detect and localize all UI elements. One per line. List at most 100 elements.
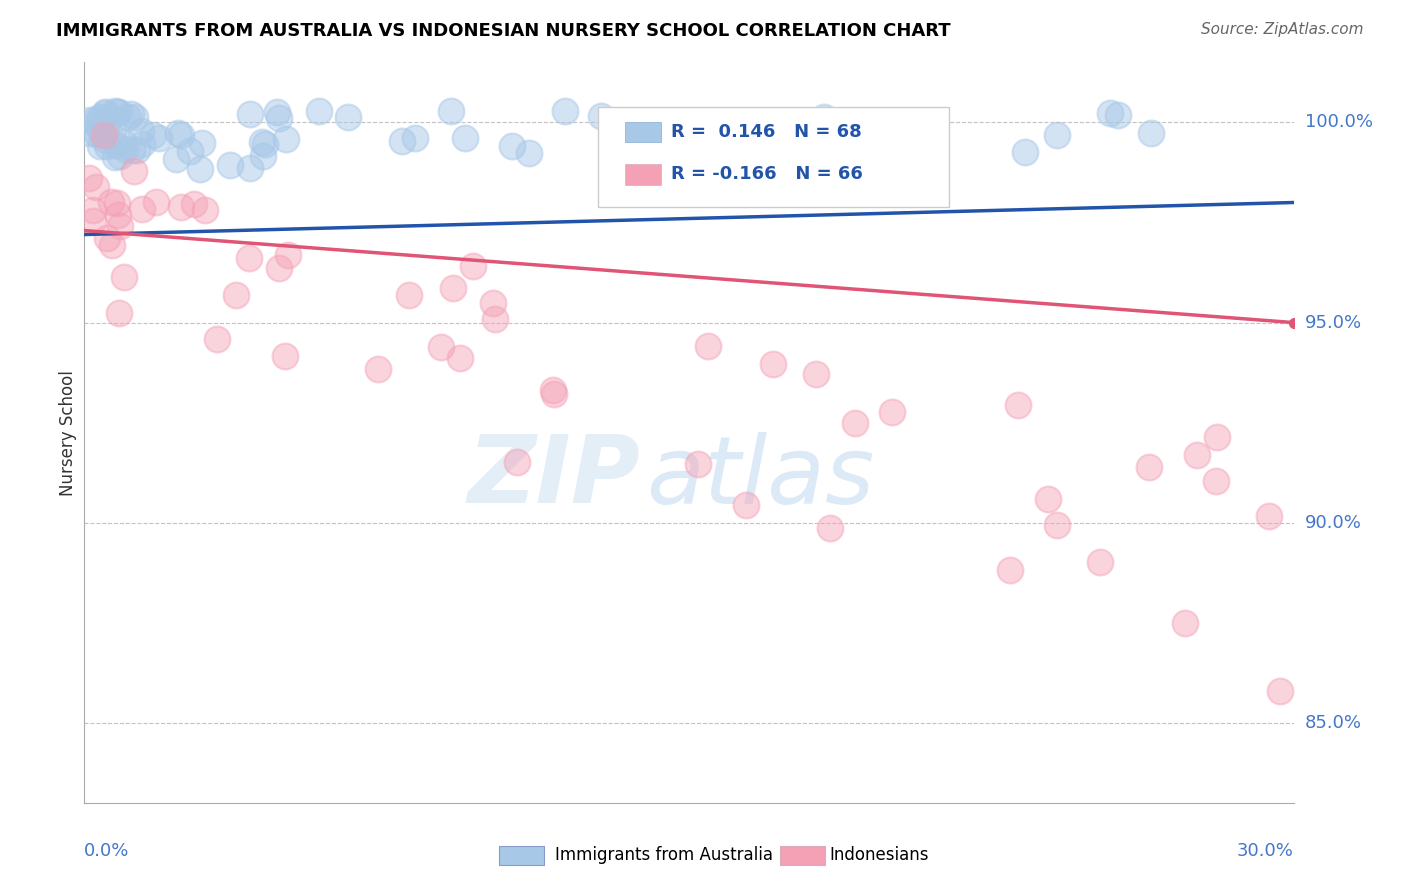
Point (430, 340, 453, 354)
Text: atlas: atlas (647, 432, 875, 523)
Point (131, 136, 153, 151)
Point (501, 139, 523, 153)
Point (111, 135, 134, 149)
Point (253, 137, 276, 152)
Point (820, 521, 842, 535)
Point (94, 124, 117, 138)
Point (104, 150, 127, 164)
Point (205, 332, 228, 346)
Point (194, 202, 217, 217)
Point (266, 105, 288, 120)
Point (1090, 555, 1112, 569)
Text: 90.0%: 90.0% (1305, 514, 1361, 532)
Point (1268, 684, 1291, 698)
Point (1185, 448, 1208, 462)
Point (998, 563, 1021, 577)
Point (129, 124, 152, 138)
Text: Source: ZipAtlas.com: Source: ZipAtlas.com (1201, 22, 1364, 37)
Point (696, 338, 718, 352)
Point (100, 195, 122, 210)
Bar (624, 121, 661, 143)
Point (93, 132, 115, 146)
Text: Immigrants from Australia: Immigrants from Australia (555, 846, 773, 863)
Point (179, 145, 201, 159)
Point (93, 128, 115, 142)
Point (735, 498, 758, 512)
Point (274, 349, 297, 363)
FancyBboxPatch shape (599, 107, 949, 207)
Point (1007, 399, 1029, 413)
Point (105, 196, 128, 211)
Text: 95.0%: 95.0% (1305, 314, 1362, 332)
Point (688, 457, 710, 471)
Point (108, 219, 131, 233)
Text: IMMIGRANTS FROM AUSTRALIA VS INDONESIAN NURSERY SCHOOL CORRELATION CHART: IMMIGRANTS FROM AUSTRALIA VS INDONESIAN … (56, 22, 950, 40)
Point (277, 248, 299, 262)
Point (105, 137, 128, 152)
Text: Indonesians: Indonesians (830, 846, 929, 863)
Point (645, 128, 668, 142)
Point (482, 296, 505, 310)
Text: 85.0%: 85.0% (1305, 714, 1361, 731)
Point (404, 131, 426, 145)
Point (122, 164, 145, 178)
Point (239, 161, 262, 175)
Point (806, 367, 828, 381)
Point (308, 103, 330, 118)
Point (269, 112, 291, 126)
Point (191, 136, 214, 151)
Point (541, 383, 564, 397)
Point (84, 113, 107, 128)
Point (449, 351, 471, 366)
Point (183, 197, 205, 211)
Point (167, 126, 190, 140)
Point (1205, 475, 1227, 489)
Point (391, 134, 413, 148)
Point (170, 200, 193, 214)
Point (89, 138, 111, 153)
Point (453, 130, 475, 145)
Text: R =  0.146   N = 68: R = 0.146 N = 68 (671, 123, 862, 141)
Point (1107, 108, 1129, 122)
Point (1046, 517, 1069, 532)
Point (79, 126, 101, 140)
Point (94, 106, 117, 120)
Point (105, 105, 128, 120)
Point (1099, 105, 1122, 120)
Point (121, 143, 143, 157)
Point (89, 111, 111, 125)
Point (252, 149, 274, 163)
Point (671, 140, 693, 154)
Point (107, 306, 129, 320)
Point (145, 195, 167, 210)
Point (1046, 128, 1069, 142)
Point (101, 123, 124, 137)
Point (86, 117, 108, 131)
Point (225, 287, 247, 301)
Point (1036, 491, 1059, 506)
Text: 100.0%: 100.0% (1305, 113, 1372, 131)
Point (517, 146, 540, 161)
Point (250, 135, 273, 149)
Point (880, 404, 903, 418)
Point (844, 416, 866, 430)
Text: R = -0.166   N = 66: R = -0.166 N = 66 (671, 165, 863, 183)
Point (104, 103, 127, 118)
Point (554, 104, 576, 119)
Point (461, 259, 484, 273)
Point (762, 357, 785, 371)
Bar (624, 164, 661, 185)
Point (148, 131, 170, 145)
Point (96, 231, 118, 245)
Point (86, 180, 108, 194)
Point (107, 208, 129, 222)
Point (120, 107, 142, 121)
Point (90, 127, 112, 141)
Point (505, 455, 527, 469)
Point (86, 127, 108, 141)
Point (100, 110, 122, 124)
Point (543, 386, 565, 401)
Point (219, 158, 242, 172)
Point (114, 142, 136, 156)
Point (79, 171, 101, 186)
